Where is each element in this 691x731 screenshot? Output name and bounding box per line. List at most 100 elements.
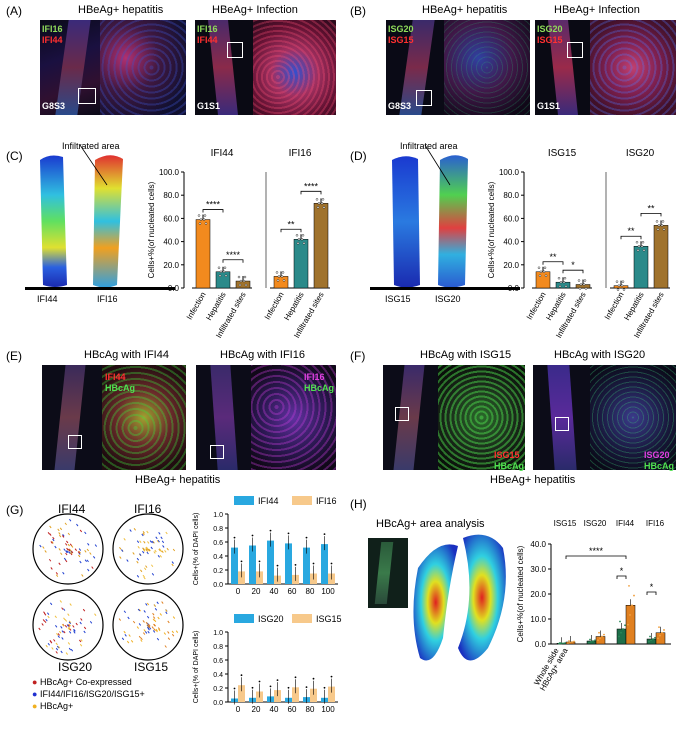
panel-e-title-right: HBcAg with IFI16 (220, 349, 305, 361)
data-point (316, 206, 320, 209)
cell-mark (146, 551, 149, 555)
significance-label: **** (226, 250, 241, 260)
data-point (622, 628, 624, 630)
x-tick-label: 0 (236, 587, 241, 596)
data-point (297, 238, 301, 241)
cell-mark (55, 647, 59, 651)
cell-mark (68, 623, 72, 627)
data-point (558, 284, 562, 288)
data-point (323, 533, 326, 535)
cell-mark (61, 637, 64, 640)
y-tick-label: 20.0 (163, 261, 179, 270)
panel-g-legend-1: ● HBcAg+ Co-expressed (32, 677, 132, 687)
y-tick-label: 80.0 (163, 191, 179, 200)
data-point (233, 687, 236, 690)
cell-mark (124, 633, 127, 637)
data-point (573, 640, 575, 643)
cell-mark (143, 540, 146, 544)
data-point (321, 198, 325, 201)
cell-mark (38, 627, 41, 631)
cell-mark (64, 522, 67, 526)
cell-mark (167, 637, 171, 640)
significance-label: ** (287, 219, 295, 229)
cell-mark (51, 541, 54, 544)
data-point (280, 275, 284, 278)
panel-e-zoom-1 (102, 365, 186, 470)
data-point (656, 228, 660, 231)
cell-mark (59, 527, 63, 531)
data-point (662, 228, 666, 231)
cell-mark (45, 618, 48, 622)
data-point (240, 674, 243, 677)
panel-label-f: (F) (350, 349, 366, 363)
cell-mark (142, 574, 145, 578)
panel-label-c: (C) (6, 149, 23, 163)
x-tick-label: 0 (236, 705, 241, 714)
cell-mark (58, 548, 61, 551)
data-point (224, 274, 228, 277)
y-tick-label: 10.0 (530, 615, 546, 624)
cell-mark (43, 611, 46, 614)
data-point (277, 275, 281, 278)
data-point (223, 266, 227, 269)
cell-mark (68, 548, 71, 552)
cell-mark (157, 555, 160, 558)
cell-mark (39, 544, 42, 548)
panel-label-e: (E) (6, 349, 22, 363)
panel-label-h: (H) (350, 497, 367, 511)
data-point (330, 562, 333, 565)
cell-mark (123, 610, 127, 614)
panel-c-heatmap (25, 144, 175, 290)
cell-mark (136, 574, 140, 578)
data-point (661, 220, 665, 223)
cell-mark (50, 541, 53, 544)
cell-mark (123, 537, 126, 541)
data-point (597, 639, 599, 642)
group-title: IFI16 (646, 519, 665, 528)
cell-mark (119, 556, 122, 559)
cell-mark (152, 618, 155, 622)
cell-mark (152, 630, 156, 633)
data-point (622, 288, 626, 291)
panel-a-overlay-1: IFI16 (42, 24, 63, 34)
cell-mark (161, 550, 164, 553)
y-tick-label: 20.0 (530, 590, 546, 599)
bar (633, 245, 649, 289)
cell-mark (66, 624, 70, 627)
y-tick-label: 0.4 (213, 672, 223, 679)
cell-mark (65, 552, 68, 556)
bar (231, 547, 238, 584)
cell-mark (79, 643, 83, 647)
cell-mark (166, 547, 169, 551)
group-title: ISG15 (554, 519, 577, 528)
data-point (276, 679, 279, 681)
panel-b-image-1 (386, 20, 444, 115)
cell-mark (128, 634, 131, 637)
cell-mark (165, 609, 168, 612)
panel-e-caption: HBeAg+ hepatitis (135, 474, 221, 486)
cell-mark (147, 624, 150, 628)
data-point (663, 629, 665, 631)
cell-mark (45, 644, 48, 648)
y-tick-label: 80.0 (503, 191, 519, 200)
data-point (629, 614, 631, 616)
panel-e-overlay-2: HBcAg (105, 383, 136, 393)
data-point (648, 640, 650, 643)
data-point (294, 564, 297, 566)
cell-mark (139, 540, 142, 544)
panel-a-image-1 (40, 20, 100, 115)
cell-mark (145, 547, 148, 550)
cell-mark (146, 615, 150, 619)
panel-b-overlay-2: ISG15 (388, 35, 414, 45)
data-point (320, 202, 324, 205)
cell-mark (157, 616, 160, 620)
panel-label-g: (G) (6, 503, 24, 517)
cell-mark (136, 626, 140, 629)
cell-mark (68, 647, 72, 651)
data-point (652, 638, 654, 640)
cell-mark (149, 540, 153, 543)
cell-mark (123, 630, 126, 634)
significance-bracket (202, 209, 224, 213)
panel-g-circle-label-1: IFI44 (58, 502, 86, 516)
cell-mark (74, 548, 77, 551)
